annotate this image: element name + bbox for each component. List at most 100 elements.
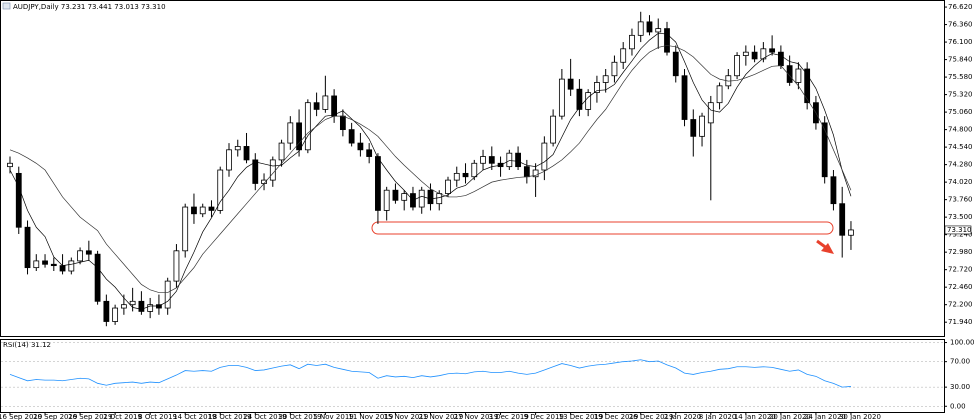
- y-tick-label: 71.940: [948, 318, 973, 326]
- x-tick-label: 13 Dec 2019: [559, 413, 604, 420]
- candle-body: [690, 119, 697, 137]
- candle-body: [672, 51, 679, 77]
- candle-body: [445, 179, 451, 194]
- rsi-tick-label: 100.00: [950, 339, 974, 347]
- candle-body: [208, 206, 215, 211]
- x-tick-label: 20 Sep 2019: [33, 413, 77, 420]
- x-tick-label: 27 Nov 2019: [454, 413, 499, 420]
- candle-body: [637, 21, 644, 36]
- candle-body: [164, 280, 171, 309]
- candle-body: [760, 48, 767, 60]
- candle-body: [50, 263, 57, 267]
- candle-body: [304, 102, 311, 151]
- arrow-head: [821, 243, 834, 254]
- candle-body: [15, 172, 22, 228]
- candle-body: [7, 162, 13, 168]
- rsi-tick-label: 0.00: [950, 402, 966, 410]
- candle-body: [77, 250, 83, 262]
- candle-body: [620, 48, 627, 63]
- candle-body: [418, 189, 425, 208]
- candle-body: [655, 28, 662, 33]
- candle-body: [558, 78, 565, 117]
- rsi-panel: [0, 339, 945, 413]
- candle-body: [33, 260, 40, 269]
- candle-body: [515, 152, 521, 168]
- candle-body: [120, 304, 127, 309]
- y-tick-label: 73.760: [948, 196, 973, 204]
- rsi-line: [9, 359, 851, 388]
- candle-body: [602, 75, 609, 83]
- candle-body: [629, 34, 635, 50]
- candle-body: [296, 122, 302, 151]
- candle-body: [68, 260, 75, 272]
- x-tick-label: 24 Oct 2019: [243, 413, 286, 420]
- candle-body: [427, 189, 434, 205]
- y-tick-label: 74.540: [948, 143, 973, 151]
- x-tick-label: 30 Oct 2019: [278, 413, 321, 420]
- candle-body: [567, 78, 574, 90]
- candle-body: [707, 102, 714, 124]
- x-tick-label: 24 Jan 2020: [804, 413, 846, 420]
- symbol-icon: [2, 2, 11, 10]
- x-tick-label: 20 Jan 2020: [769, 413, 811, 420]
- candle-body: [322, 95, 329, 110]
- x-tick-label: 14 Jan 2020: [734, 413, 776, 420]
- candle-body: [85, 250, 92, 255]
- chart-title: AUDJPY,Daily 73.231 73.441 73.013 73.310: [13, 3, 166, 11]
- candle-body: [462, 172, 469, 178]
- rsi-tick-label: 70.00: [950, 358, 970, 366]
- x-tick-label: 8 Oct 2019: [138, 413, 177, 420]
- candle-body: [664, 28, 670, 53]
- x-tick-label: 14 Oct 2019: [173, 413, 216, 420]
- candle-body: [611, 61, 618, 77]
- candle-body: [804, 68, 811, 104]
- y-tick-label: 76.360: [948, 21, 973, 29]
- candle-body: [94, 253, 101, 302]
- candle-body: [129, 300, 136, 306]
- candle-body: [226, 149, 232, 171]
- y-tick-label: 76.620: [948, 3, 973, 11]
- candle-body: [777, 51, 784, 67]
- candle-body: [191, 206, 197, 215]
- x-tick-label: 2 Oct 2019: [103, 413, 142, 420]
- candle-body: [795, 68, 802, 83]
- x-tick-label: 18 Oct 2019: [208, 413, 251, 420]
- candle-body: [234, 146, 241, 151]
- candle-body: [734, 55, 740, 77]
- y-tick-label: 75.320: [948, 91, 973, 99]
- candle-body: [839, 203, 846, 236]
- candle-body: [42, 260, 48, 265]
- x-tick-label: 3 Dec 2019: [489, 413, 529, 420]
- candle-body: [471, 162, 478, 178]
- y-tick-label: 75.840: [948, 56, 973, 64]
- candle-body: [348, 129, 355, 144]
- y-tick-label: 74.020: [948, 178, 973, 186]
- x-tick-label: 30 Jan 2020: [839, 413, 881, 420]
- candle-body: [147, 304, 154, 312]
- y-tick-label: 75.580: [948, 73, 973, 81]
- candle-body: [375, 156, 381, 211]
- x-tick-label: 5 Nov 2019: [313, 413, 353, 420]
- moving-average: [9, 32, 852, 310]
- candle-body: [269, 159, 276, 181]
- last-price-box: [944, 225, 972, 235]
- candle-body: [112, 307, 119, 322]
- candle-body: [541, 142, 548, 171]
- candle-body: [821, 122, 828, 178]
- candle-body: [339, 115, 346, 131]
- candle-body: [103, 300, 110, 322]
- x-tick-label: 9 Dec 2019: [524, 413, 564, 420]
- candle-body: [24, 226, 31, 269]
- candle-body: [742, 51, 749, 56]
- candle-body: [401, 193, 408, 201]
- last-price-label: 73.310: [947, 226, 972, 234]
- candle-body: [313, 102, 320, 110]
- candle-body: [357, 142, 364, 151]
- candle-body: [532, 169, 539, 178]
- candle-body: [848, 229, 854, 236]
- x-tick-label: 8 Jan 2020: [699, 413, 737, 420]
- y-tick-label: 74.800: [948, 126, 973, 134]
- y-tick-label: 76.100: [948, 38, 973, 46]
- candle-body: [436, 193, 443, 205]
